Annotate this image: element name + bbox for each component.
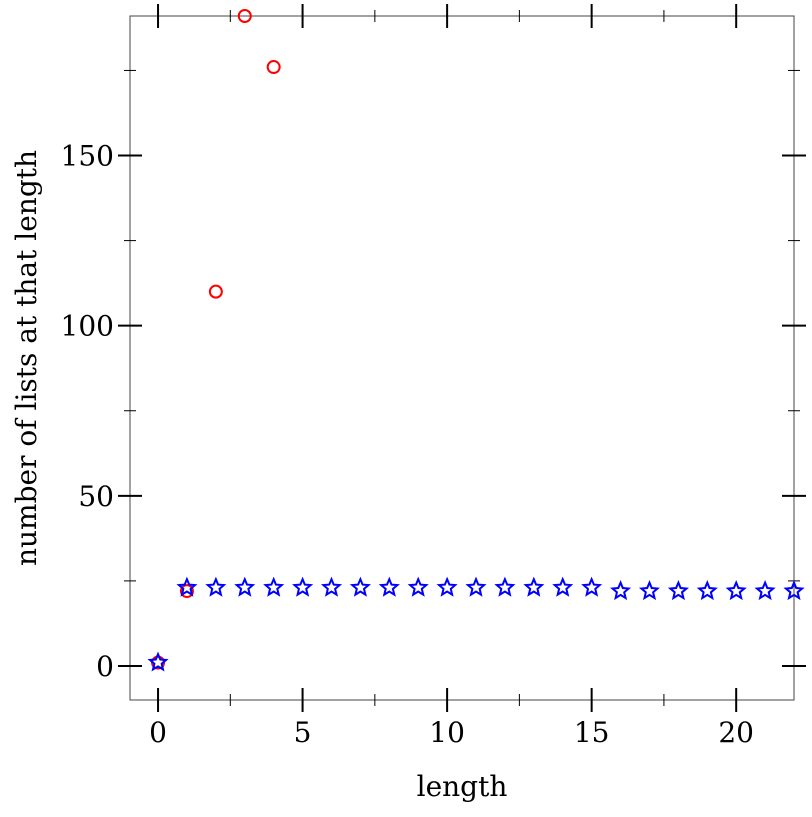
- point: [205, 576, 227, 597]
- point: [696, 579, 718, 601]
- point: [523, 576, 545, 597]
- point: [581, 576, 603, 597]
- point: [292, 576, 314, 597]
- point: [407, 576, 429, 597]
- point: [667, 579, 689, 601]
- x-tick-label: 20: [718, 716, 754, 749]
- x-tick-label: 15: [574, 716, 610, 749]
- point: [320, 576, 343, 597]
- point: [266, 60, 281, 75]
- point: [638, 579, 660, 601]
- point: [754, 579, 776, 601]
- y-tick-label: 150: [61, 140, 114, 173]
- plot-frame: [129, 15, 795, 701]
- point: [349, 576, 371, 597]
- point: [147, 651, 169, 672]
- point: [263, 576, 285, 597]
- y-axis-label: number of lists at that length: [10, 150, 43, 566]
- y-tick-label: 0: [96, 650, 114, 683]
- point: [494, 576, 516, 597]
- point: [465, 576, 487, 597]
- point: [783, 579, 805, 601]
- x-tick-label: 5: [294, 716, 312, 749]
- point: [552, 576, 574, 597]
- point: [436, 576, 458, 597]
- point: [208, 284, 223, 299]
- point: [237, 9, 252, 23]
- x-axis-label: length: [417, 770, 508, 803]
- y-tick-label: 100: [61, 310, 114, 343]
- x-tick-label: 10: [429, 716, 465, 749]
- y-tick-label: 50: [78, 480, 114, 513]
- point: [234, 576, 256, 597]
- point: [725, 579, 747, 601]
- x-tick-label: 0: [149, 716, 167, 749]
- point: [378, 576, 400, 597]
- point: [610, 579, 632, 601]
- point: [176, 576, 198, 597]
- point: [179, 584, 194, 599]
